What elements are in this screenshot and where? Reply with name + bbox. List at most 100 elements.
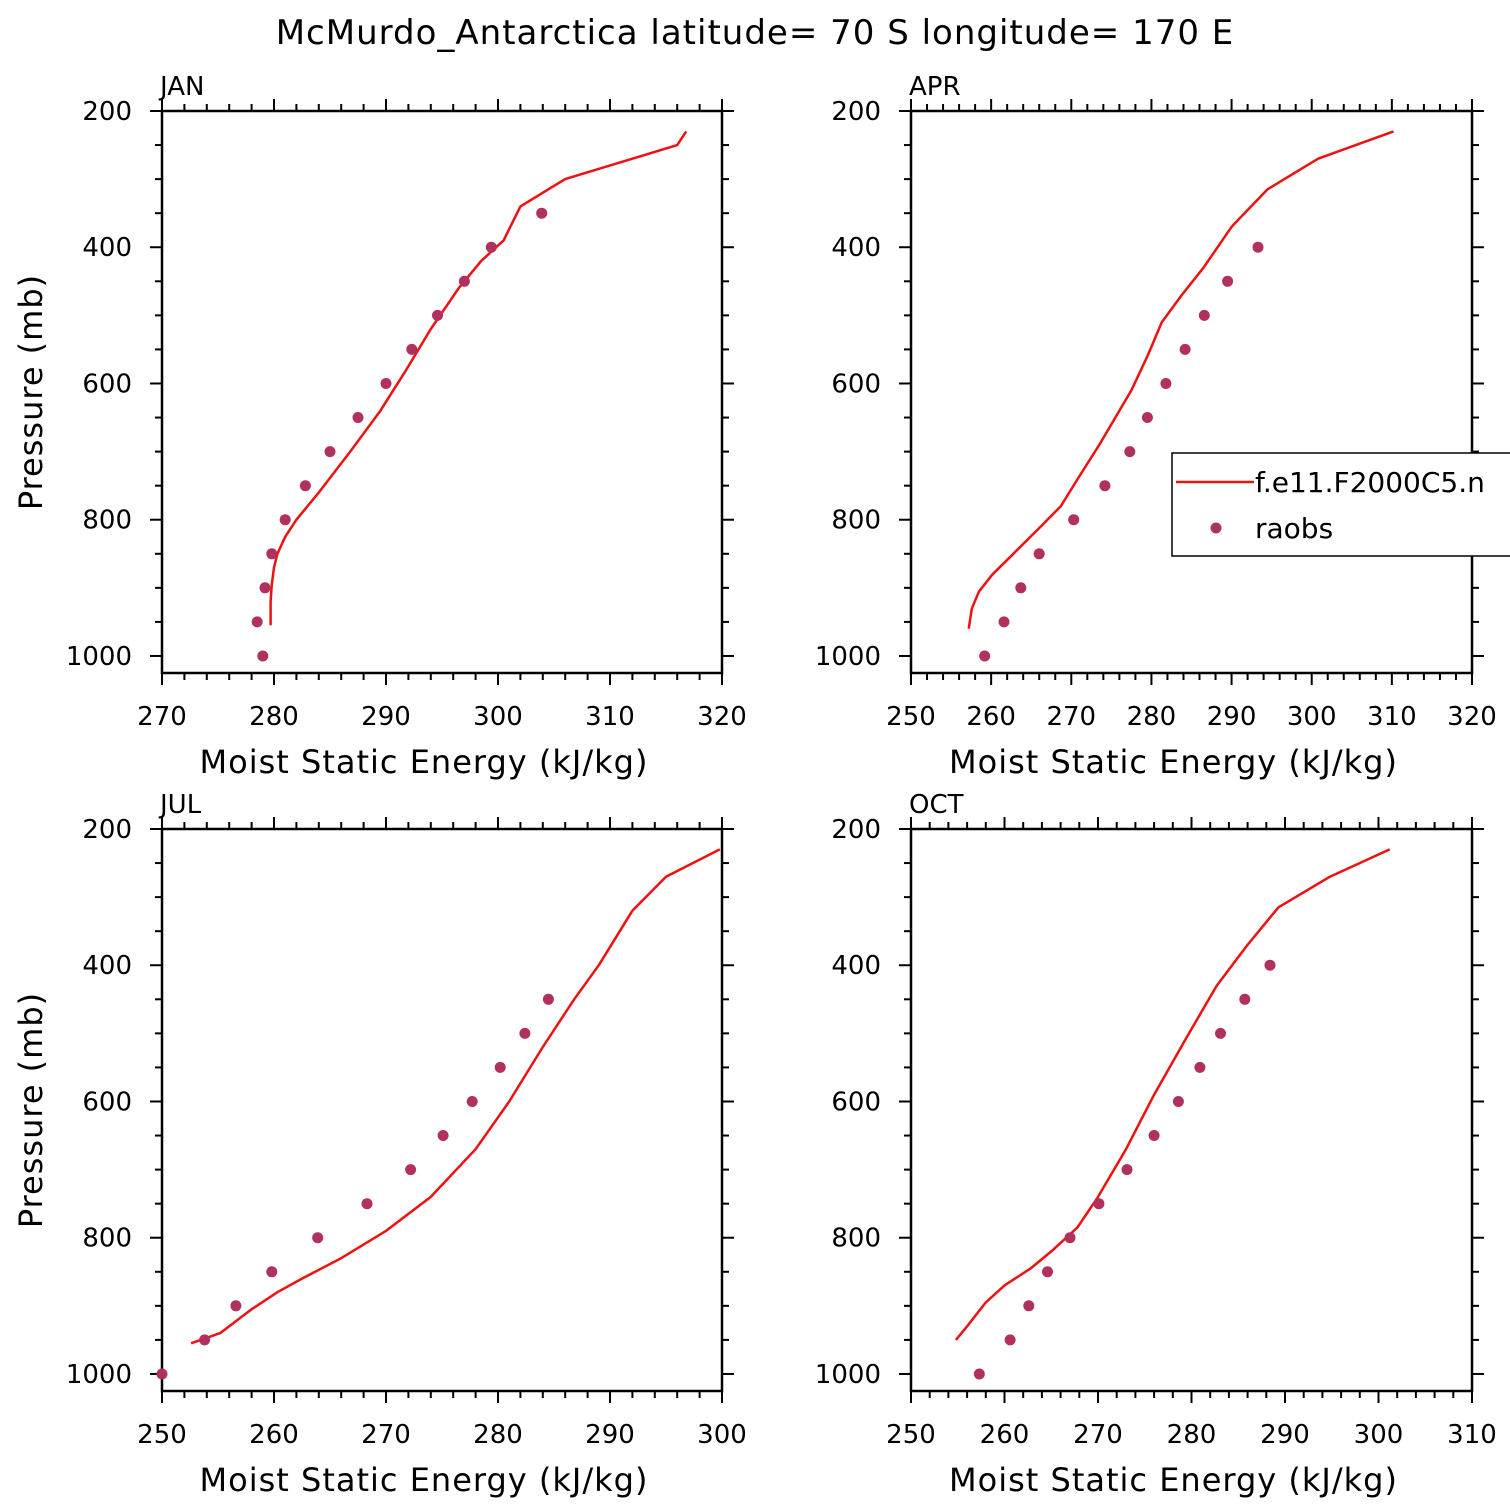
raobs-point [494, 1061, 506, 1073]
raobs-point [458, 275, 470, 287]
x-tick-label: 280 [473, 1420, 523, 1450]
y-tick-label: 800 [82, 1224, 132, 1254]
model-profile-line [967, 130, 1394, 629]
legend-obs-label: raobs [1255, 512, 1333, 545]
model-profile-line [190, 848, 721, 1345]
raobs-point [437, 1130, 449, 1141]
raobs-point [1172, 1096, 1184, 1107]
raobs-point [324, 446, 336, 458]
raobs-point [266, 548, 278, 560]
y-tick-label: 600 [82, 369, 132, 399]
raobs-point [1068, 514, 1080, 526]
y-tick-label: 400 [831, 233, 881, 263]
raobs-point [1252, 241, 1264, 253]
x-tick-label: 310 [1447, 1420, 1497, 1450]
raobs-point [1160, 378, 1172, 389]
x-tick-label: 270 [1073, 1420, 1123, 1450]
raobs-point [1148, 1130, 1160, 1141]
x-tick-label: 290 [1260, 1420, 1310, 1450]
raobs-point [536, 207, 548, 219]
raobs-point [998, 616, 1010, 628]
raobs-point [279, 514, 291, 526]
raobs-point [1194, 1061, 1206, 1073]
x-tick-label: 300 [473, 702, 523, 732]
raobs-point [1264, 959, 1276, 971]
plot-frame [909, 109, 1474, 675]
x-axis-label: Moist Static Energy (kJ/kg) [949, 743, 1398, 781]
legend-model-label: f.e11.F2000C5.n [1255, 466, 1485, 499]
x-tick-label: 250 [137, 1420, 187, 1450]
raobs-point [361, 1198, 373, 1210]
raobs-point [259, 582, 271, 594]
raobs-point [251, 616, 263, 628]
x-tick-label: 260 [980, 1420, 1030, 1450]
model-profile-line [269, 130, 688, 626]
legend: f.e11.F2000C5.n raobs [1171, 452, 1510, 557]
y-tick-label: 400 [831, 951, 881, 981]
y-tick-label: 1000 [815, 642, 881, 672]
y-tick-label: 200 [831, 97, 881, 127]
raobs-point [519, 1027, 531, 1039]
raobs-point [1124, 446, 1136, 458]
raobs-point [1099, 480, 1111, 492]
x-tick-label: 270 [1046, 702, 1096, 732]
model-profile-line [954, 848, 1391, 1341]
y-tick-label: 800 [82, 506, 132, 536]
y-tick-label: 600 [831, 1087, 881, 1117]
panel-jan: 270 280 290 300 310 320 200 400 600 800 1000 JAN Moi… [12, 72, 747, 781]
raobs-point [352, 412, 364, 423]
y-tick-label: 400 [82, 951, 132, 981]
raobs-point [1064, 1232, 1076, 1244]
x-tick-label: 320 [697, 702, 747, 732]
x-tick-label: 270 [137, 702, 187, 732]
x-tick-label: 280 [1127, 702, 1177, 732]
raobs-point [1141, 412, 1153, 423]
raobs-point [1198, 309, 1210, 321]
x-tick-label: 310 [585, 702, 635, 732]
raobs-point [156, 1368, 168, 1380]
panel-oct: 250 260 270 280 290 300 310 200 400 600 800 1000 OCT… [815, 790, 1497, 1499]
raobs-point [1215, 1027, 1226, 1039]
x-tick-label: 260 [249, 1420, 299, 1450]
raobs-point [380, 378, 392, 389]
y-tick-label: 1000 [815, 1360, 881, 1390]
raobs-point [1033, 548, 1045, 560]
raobs-point [230, 1300, 242, 1312]
raobs-point [406, 343, 418, 355]
y-axis-label: Pressure (mb) [12, 992, 50, 1228]
x-tick-label: 290 [1207, 702, 1257, 732]
legend-box [1171, 452, 1510, 557]
raobs-point [1239, 993, 1251, 1005]
y-tick-label: 800 [831, 506, 881, 536]
raobs-point [1093, 1198, 1105, 1210]
y-tick-label: 200 [82, 815, 132, 845]
x-tick-label: 270 [361, 1420, 411, 1450]
x-tick-label: 290 [585, 1420, 635, 1450]
x-tick-label: 250 [886, 1420, 936, 1450]
raobs-point [973, 1368, 985, 1380]
y-tick-label: 400 [82, 233, 132, 263]
plot-frame [160, 109, 724, 675]
plot-frame [909, 827, 1474, 1393]
y-tick-label: 1000 [66, 1360, 132, 1390]
x-tick-label: 300 [1287, 702, 1337, 732]
panel-title: APR [909, 72, 961, 102]
x-tick-label: 300 [1354, 1420, 1404, 1450]
x-axis-label: Moist Static Energy (kJ/kg) [200, 743, 649, 781]
raobs-point [466, 1096, 478, 1107]
y-tick-label: 600 [82, 1087, 132, 1117]
legend-obs-marker [1210, 522, 1222, 534]
raobs-point [257, 650, 269, 662]
y-tick-label: 200 [831, 815, 881, 845]
x-tick-label: 260 [966, 702, 1016, 732]
raobs-point [1179, 343, 1191, 355]
raobs-point [485, 241, 497, 253]
panel-title: JAN [158, 72, 204, 102]
raobs-point [1023, 1300, 1035, 1312]
x-axis-label: Moist Static Energy (kJ/kg) [200, 1461, 649, 1499]
y-tick-label: 200 [82, 97, 132, 127]
panel-title: OCT [909, 790, 964, 820]
panel-apr: 250 260 270 280 290 300 310 320 200 400 600 800 1000… [815, 72, 1497, 781]
raobs-point [979, 650, 991, 662]
